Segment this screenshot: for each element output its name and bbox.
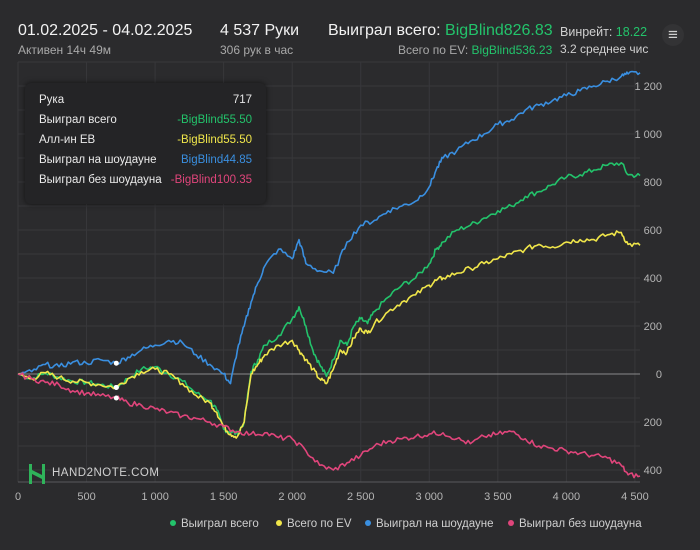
x-tick-label: 4 000 [553, 491, 581, 503]
won-total: Выиграл всего: BigBlind826.83 [328, 22, 553, 40]
series-line-non-showdown [17, 372, 641, 479]
legend-dot [508, 519, 514, 526]
legend-label: Выиграл на шоудауне [376, 518, 494, 530]
hover-point [113, 384, 119, 390]
tooltip-label: Выиграл без шоудауна [39, 174, 162, 186]
series-line-ev [17, 230, 641, 439]
legend-label: Выиграл всего [181, 518, 259, 530]
h2n-logo-icon [29, 464, 45, 484]
tooltip-row-non-showdown: Выиграл без шоудауна -BigBlind100.35 [39, 174, 252, 194]
legend-dot [170, 519, 176, 526]
tooltip-label: Выиграл всего [39, 114, 117, 126]
hands-count: 4 537 Руки [220, 22, 300, 39]
grid-lines [17, 61, 640, 482]
x-tick-label: 3 000 [416, 491, 444, 503]
tooltip-value: 717 [232, 94, 252, 106]
y-tick-label: 1 200 [634, 81, 662, 93]
logo-text: HAND2NOTE.COM [52, 467, 160, 479]
tooltip-label: Выиграл на шоудауне [39, 154, 157, 166]
tooltip-row-allin-ev: Алл-ин ЕВ -BigBlind55.50 [39, 134, 252, 154]
tooltip-row-hand: Рука 717 [39, 94, 252, 114]
y-tick-label: 600 [644, 225, 662, 237]
legend-item-won[interactable]: Выиграл всего [170, 518, 259, 530]
hover-point [113, 360, 119, 366]
legend-item-non-showdown[interactable]: Выиграл без шоудауна [508, 518, 642, 530]
y-tick-label: 200 [644, 321, 662, 333]
won-total-label: Выиграл всего: [328, 22, 441, 39]
tooltip-label: Рука [39, 94, 65, 106]
tooltip-value: -BigBlind100.35 [170, 174, 252, 186]
chart-legend: Выиграл всего Всего по EV Выиграл на шоу… [0, 518, 700, 534]
ev-total-label: Всего по EV: [398, 43, 469, 57]
legend-item-showdown[interactable]: Выиграл на шоудауне [365, 518, 494, 530]
y-tick-label: 1 000 [634, 129, 662, 141]
hover-tooltip: Рука 717 Выиграл всего -BigBlind55.50 Ал… [25, 83, 266, 204]
ev-total: Всего по EV: BigBlind536.23 [398, 43, 552, 57]
y-tick-label: 200 [644, 417, 662, 429]
series-line-won [17, 162, 641, 436]
y-axis-labels: 400 200 0 200 400 600 800 1 000 1 200 [634, 81, 662, 477]
x-tick-label: 500 [77, 491, 95, 503]
y-tick-label: 400 [644, 465, 662, 477]
legend-dot [365, 519, 371, 526]
hamburger-menu-icon[interactable]: ≡ [662, 24, 684, 46]
tooltip-value: -BigBlind55.50 [177, 134, 252, 146]
series-lines [17, 70, 641, 479]
legend-dot [276, 519, 282, 526]
x-tick-label: 2 000 [278, 491, 306, 503]
winrate-value: 18.22 [615, 25, 648, 39]
x-tick-label: 3 500 [484, 491, 512, 503]
legend-label: Всего по EV [287, 518, 352, 530]
y-tick-label: 800 [644, 177, 662, 189]
tooltip-row-showdown: Выиграл на шоудауне BigBlind44.85 [39, 154, 252, 174]
tooltip-value: BigBlind44.85 [181, 154, 252, 166]
hand2note-logo: HAND2NOTE.COM [28, 462, 159, 486]
winrate-label: Винрейт: [560, 25, 613, 39]
legend-item-ev[interactable]: Всего по EV [276, 518, 352, 530]
winrate: Винрейт: 18.22 [560, 25, 650, 39]
won-total-value: BigBlind826.83 [445, 22, 553, 39]
hover-markers [113, 360, 119, 401]
tooltip-value: -BigBlind55.50 [177, 114, 252, 126]
x-tick-label: 4 500 [621, 491, 649, 503]
ev-total-value: BigBlind536.23 [471, 43, 553, 57]
hands-per-hour: 306 рук в час [220, 43, 294, 57]
y-tick-label: 0 [656, 369, 662, 381]
hover-point [113, 395, 119, 401]
average-text: 3.2 среднее чис [560, 42, 648, 56]
active-time: Активен 14ч 49м [18, 43, 111, 57]
series-line-showdown [17, 70, 641, 385]
date-range: 01.02.2025 - 04.02.2025 [18, 22, 193, 39]
x-tick-label: 1 500 [210, 491, 238, 503]
x-tick-label: 0 [15, 491, 21, 503]
legend-label: Выиграл без шоудауна [519, 518, 642, 530]
tooltip-label: Алл-ин ЕВ [39, 134, 96, 146]
x-tick-label: 2 500 [347, 491, 375, 503]
y-tick-label: 400 [644, 273, 662, 285]
tooltip-row-won: Выиграл всего -BigBlind55.50 [39, 114, 252, 134]
x-tick-label: 1 000 [141, 491, 169, 503]
x-axis-labels: 0 500 1 000 1 500 2 000 2 500 3 000 3 500 4 000 4… [15, 491, 649, 503]
